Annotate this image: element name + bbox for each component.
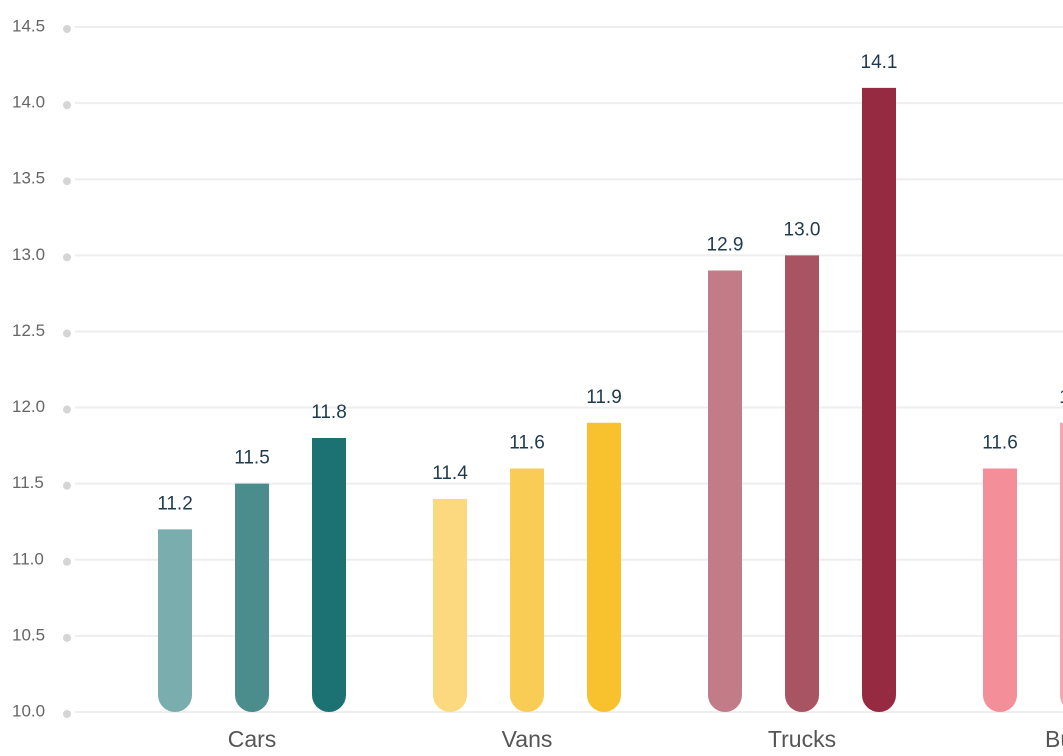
value-label: 14.1 bbox=[861, 52, 898, 73]
bar bbox=[235, 483, 269, 712]
value-label: 11.5 bbox=[234, 448, 270, 469]
tick-dot bbox=[63, 253, 71, 262]
value-label: 11.2 bbox=[157, 493, 193, 514]
y-tick-label: 11.5 bbox=[12, 473, 44, 492]
tick-dot bbox=[63, 557, 71, 566]
bar bbox=[587, 422, 621, 712]
tick-dot bbox=[63, 101, 71, 110]
y-tick-label: 12.5 bbox=[12, 321, 45, 340]
value-label: 11.6 bbox=[982, 432, 1018, 453]
bar bbox=[433, 498, 467, 712]
y-tick-label: 13.0 bbox=[12, 245, 45, 264]
y-tick-label: 14.5 bbox=[12, 16, 45, 35]
bar bbox=[862, 87, 896, 712]
x-tick-label: Buses bbox=[1045, 726, 1063, 752]
bar bbox=[510, 468, 544, 712]
tick-dot bbox=[63, 633, 71, 642]
y-tick-label: 10.0 bbox=[12, 701, 45, 720]
value-label: 11.9 bbox=[1059, 387, 1063, 408]
value-label: 11.4 bbox=[432, 463, 468, 484]
bar bbox=[708, 270, 742, 712]
tick-dot bbox=[63, 177, 71, 186]
bar bbox=[158, 529, 192, 712]
y-tick-label: 14.0 bbox=[12, 93, 45, 112]
bar bbox=[983, 468, 1017, 712]
value-label: 13.0 bbox=[784, 219, 821, 240]
x-tick-label: Cars bbox=[228, 726, 277, 752]
tick-dot bbox=[63, 329, 71, 338]
x-tick-label: Trucks bbox=[768, 726, 836, 752]
y-tick-label: 13.5 bbox=[12, 169, 45, 188]
tick-dot bbox=[63, 710, 71, 718]
y-tick-label: 11.0 bbox=[12, 549, 44, 568]
value-label: 11.9 bbox=[586, 387, 622, 408]
value-label: 11.8 bbox=[311, 402, 347, 423]
y-tick-label: 12.0 bbox=[12, 397, 45, 416]
tick-dot bbox=[63, 405, 71, 414]
value-label: 11.6 bbox=[509, 432, 545, 453]
value-label: 12.9 bbox=[707, 235, 744, 256]
bar bbox=[312, 438, 346, 712]
tick-dot bbox=[63, 25, 71, 33]
y-tick-label: 10.5 bbox=[12, 625, 45, 644]
bar bbox=[1060, 422, 1063, 705]
bar bbox=[785, 255, 819, 713]
x-tick-label: Vans bbox=[502, 726, 553, 752]
tick-dot bbox=[63, 481, 71, 490]
